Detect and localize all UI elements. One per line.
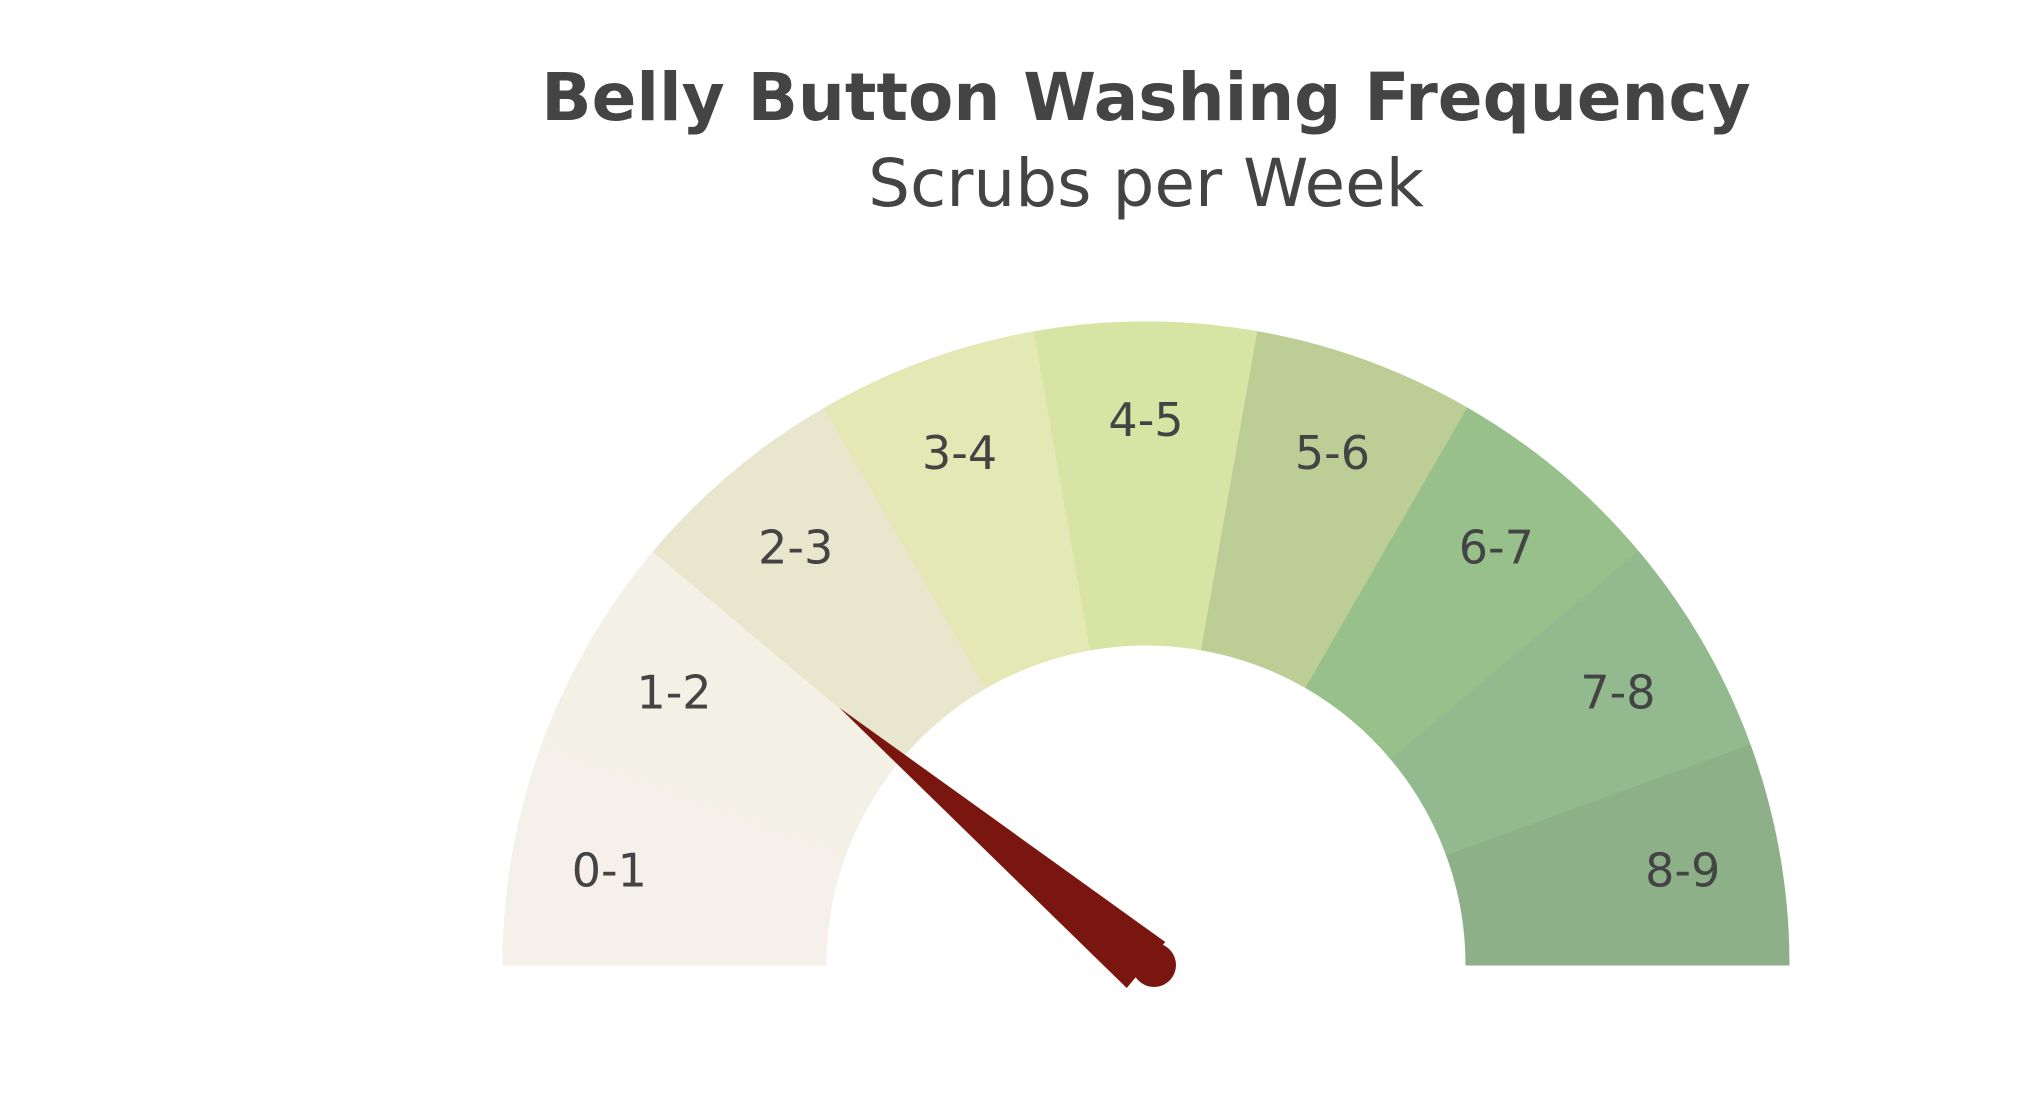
gauge-band-label: 1-2 [636, 666, 711, 720]
gauge-band-label: 8-9 [1645, 843, 1720, 897]
gauge-needle-group [839, 707, 1176, 988]
gauge-band-label: 0-1 [572, 843, 647, 897]
gauge-band-8-9 [1446, 744, 1790, 966]
chart-subtitle: Scrubs per Week [868, 145, 1425, 222]
gauge-needle [839, 707, 1166, 988]
gauge-band-labels: 0-1 1-2 2-3 3-4 4-5 5-6 6-7 7-8 8-9 [572, 393, 1721, 897]
gauge-band-label: 3-4 [922, 426, 997, 480]
gauge-band-label: 6-7 [1459, 521, 1534, 575]
gauge-band-label: 2-3 [758, 521, 833, 575]
gauge-bands [502, 321, 1790, 966]
gauge-band-label: 4-5 [1108, 393, 1183, 447]
gauge-band-label: 5-6 [1295, 426, 1370, 480]
gauge-needle-hub [1132, 943, 1176, 987]
chart-title: Belly Button Washing Frequency [541, 59, 1750, 136]
gauge-band-label: 7-8 [1580, 666, 1655, 720]
